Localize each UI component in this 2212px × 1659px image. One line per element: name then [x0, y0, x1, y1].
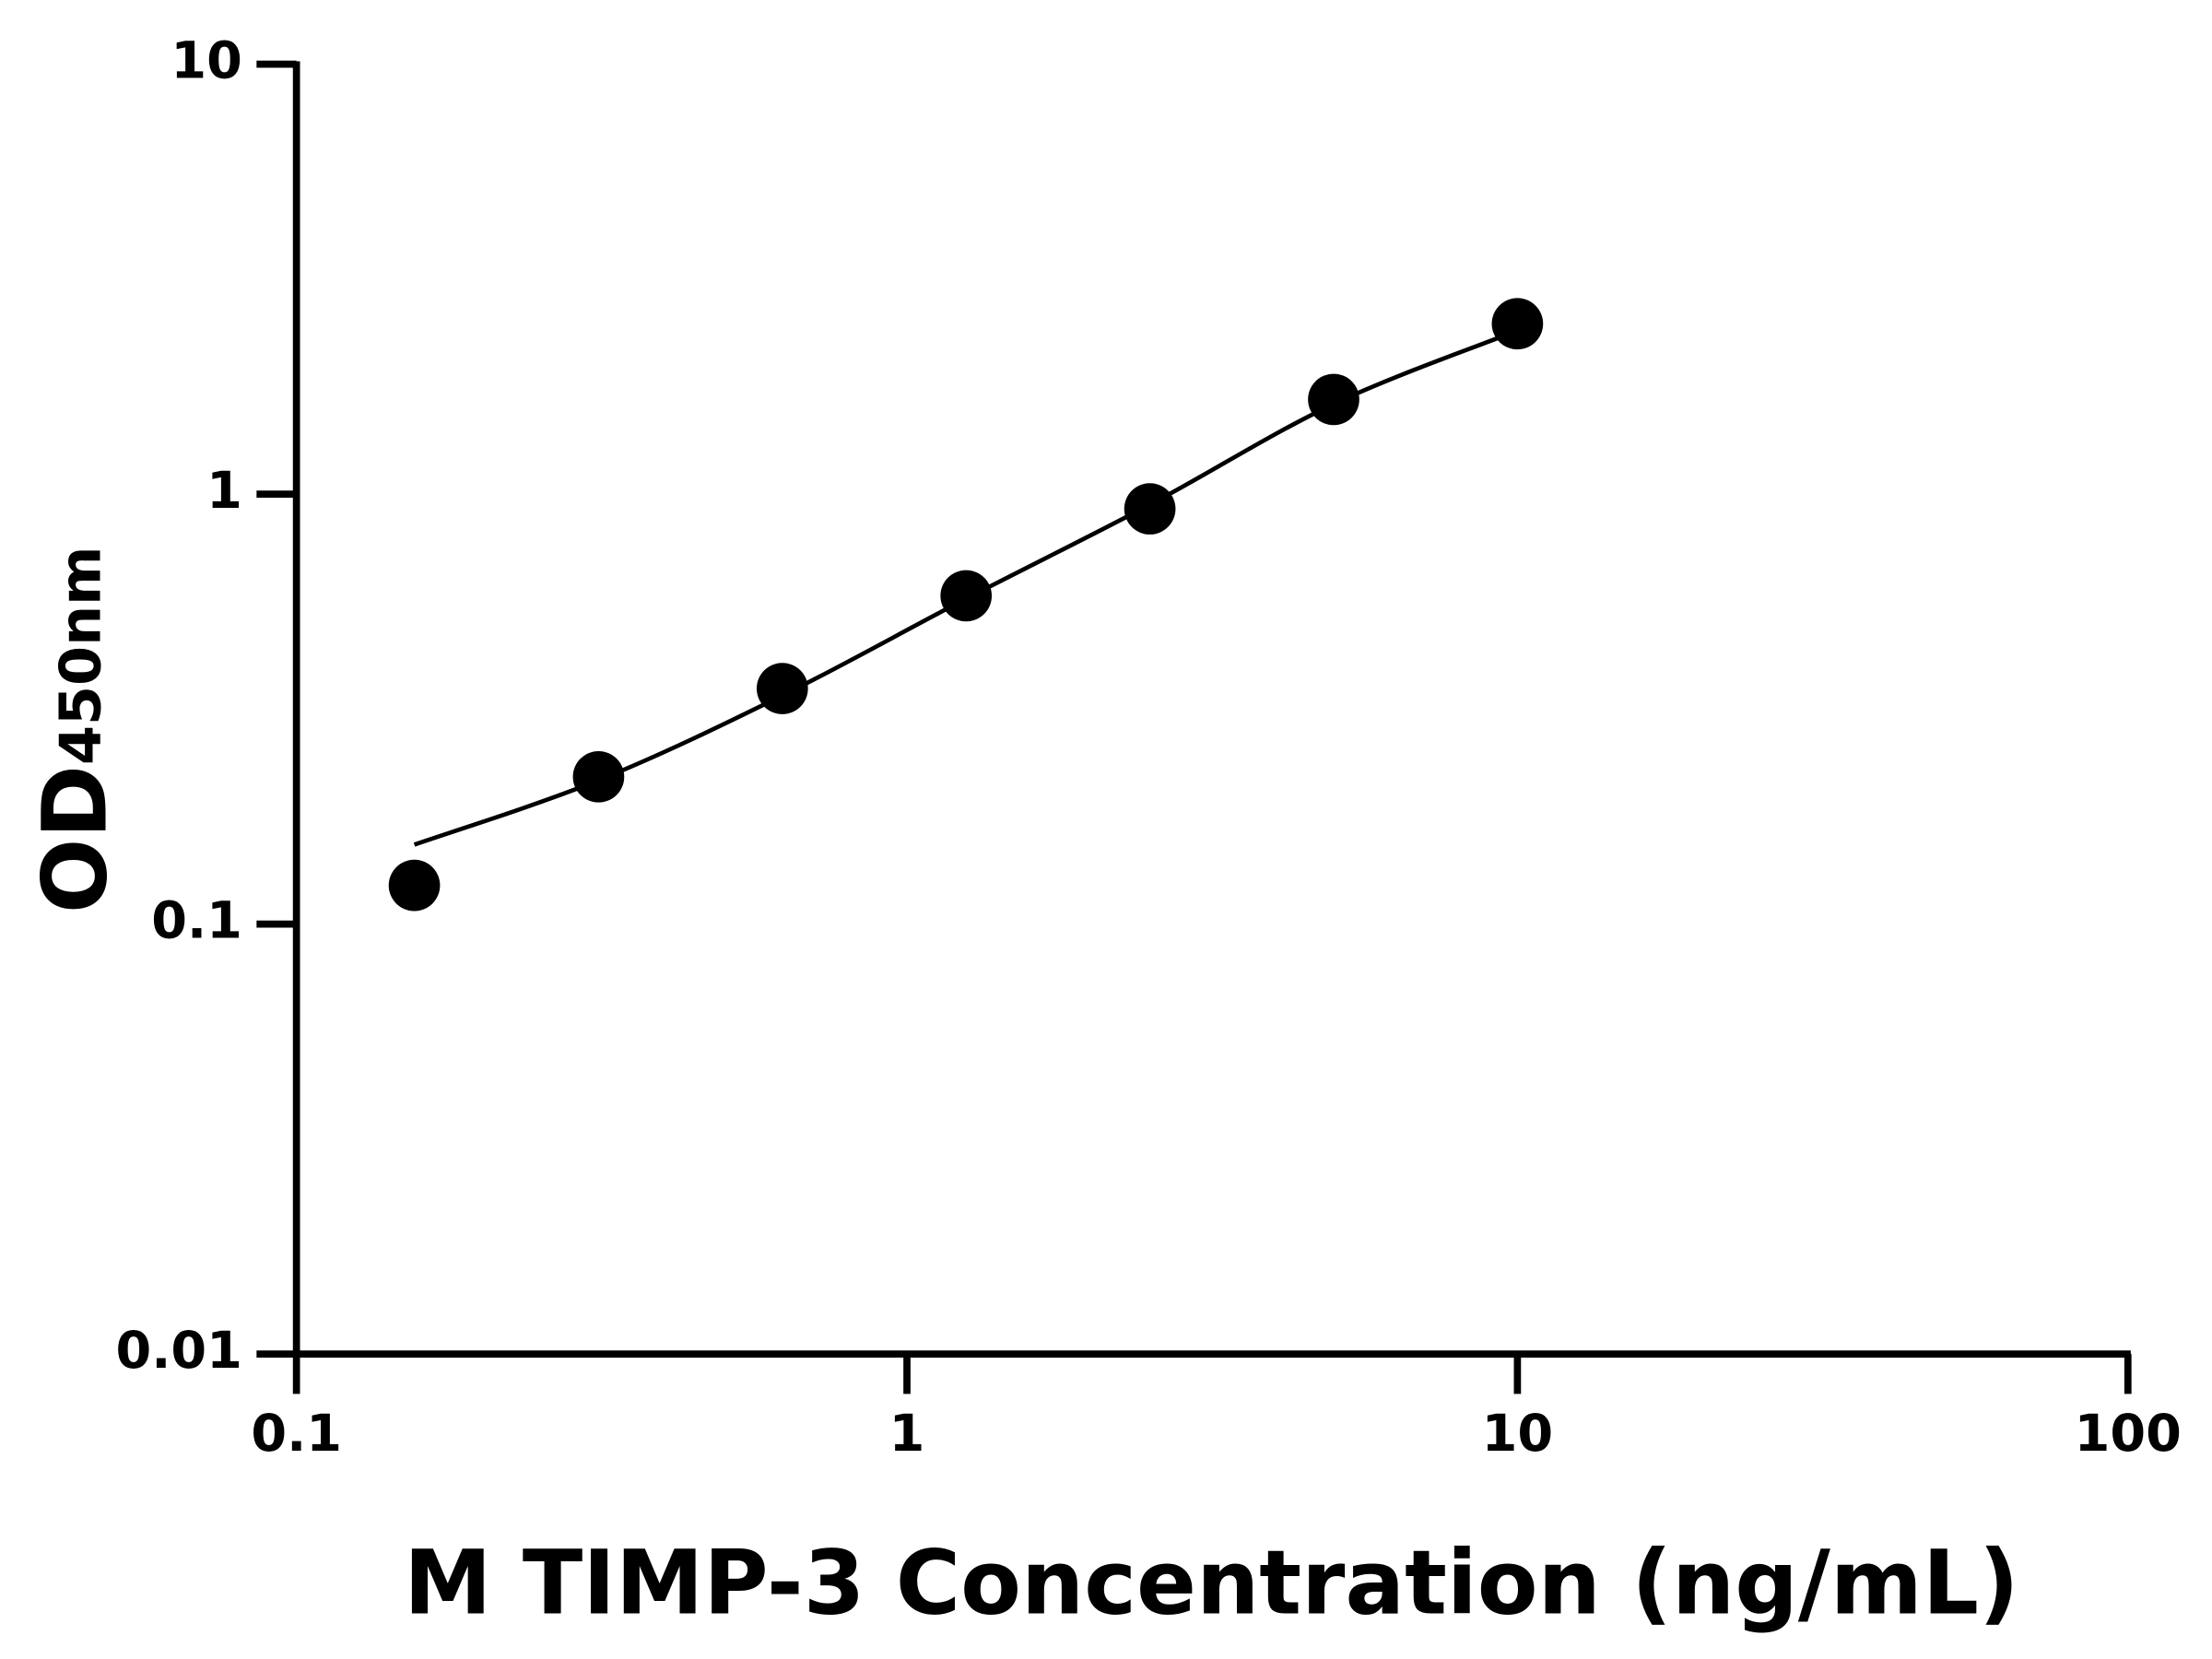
y-tick-label: 0.01: [116, 1321, 242, 1381]
data-point: [572, 751, 625, 803]
data-point: [388, 859, 441, 912]
y-tick-label: 10: [171, 31, 241, 91]
y-tick-label: 1: [206, 461, 242, 521]
x-tick-label: 0.1: [251, 1404, 342, 1464]
x-tick-label: 1: [889, 1404, 925, 1464]
data-point: [1308, 373, 1359, 426]
data-point: [756, 663, 808, 714]
x-axis-title: M TIMP-3 Concentration (ng/mL): [404, 1532, 2019, 1635]
y-axis-title: OD450nm: [23, 546, 126, 913]
y-tick-label: 0.1: [151, 891, 242, 951]
y-axis-title-main: OD: [23, 765, 126, 913]
x-tick-label: 10: [1482, 1404, 1553, 1464]
x-tick-label: 100: [2075, 1404, 2182, 1464]
data-point: [1124, 483, 1176, 535]
data-point: [940, 570, 993, 622]
y-axis-title-sub: 450nm: [47, 546, 113, 765]
data-point: [1491, 298, 1544, 350]
